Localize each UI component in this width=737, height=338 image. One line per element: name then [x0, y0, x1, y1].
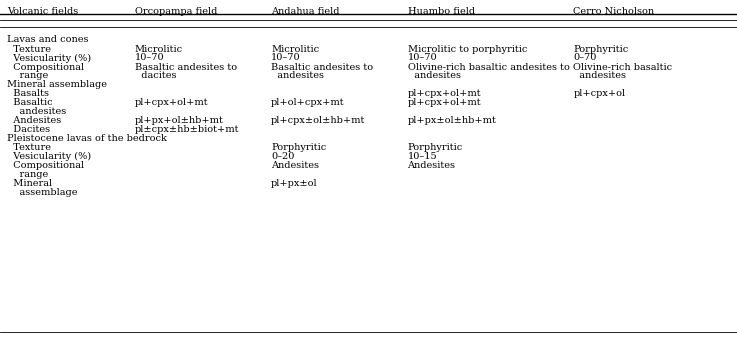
Text: Andesites: Andesites [7, 116, 62, 125]
Text: Mineral: Mineral [7, 179, 52, 188]
Text: Basalts: Basalts [7, 89, 49, 98]
Text: Olivine-rich basaltic: Olivine-rich basaltic [573, 63, 672, 72]
Text: pl+ol+cpx+mt: pl+ol+cpx+mt [271, 98, 345, 107]
Text: Orcopampa field: Orcopampa field [135, 7, 217, 17]
Text: 0–20: 0–20 [271, 152, 295, 161]
Text: Vesicularity (%): Vesicularity (%) [7, 53, 91, 63]
Text: Cerro Nicholson: Cerro Nicholson [573, 7, 654, 17]
Text: pl+cpx+ol+mt: pl+cpx+ol+mt [408, 89, 481, 98]
Text: Andesites: Andesites [271, 161, 319, 170]
Text: andesites: andesites [271, 71, 324, 80]
Text: Olivine-rich basaltic andesites to: Olivine-rich basaltic andesites to [408, 63, 570, 72]
Text: Andahua field: Andahua field [271, 7, 340, 17]
Text: pl±cpx±hb±biot+mt: pl±cpx±hb±biot+mt [135, 125, 240, 134]
Text: 10–70: 10–70 [135, 53, 164, 63]
Text: Pleistocene lavas of the bedrock: Pleistocene lavas of the bedrock [7, 134, 167, 143]
Text: Volcanic fields: Volcanic fields [7, 7, 79, 17]
Text: range: range [7, 71, 49, 80]
Text: range: range [7, 170, 49, 179]
Text: Texture: Texture [7, 143, 52, 152]
Text: Vesicularity (%): Vesicularity (%) [7, 152, 91, 161]
Text: dacites: dacites [135, 71, 176, 80]
Text: Porphyritic: Porphyritic [271, 143, 326, 152]
Text: Microlitic: Microlitic [135, 45, 183, 54]
Text: Texture: Texture [7, 45, 52, 54]
Text: Basaltic: Basaltic [7, 98, 53, 107]
Text: Porphyritic: Porphyritic [573, 45, 629, 54]
Text: pl+px±ol: pl+px±ol [271, 179, 318, 188]
Text: 10–15: 10–15 [408, 152, 437, 161]
Text: Microlitic to porphyritic: Microlitic to porphyritic [408, 45, 527, 54]
Text: andesites: andesites [7, 107, 66, 116]
Text: pl+cpx+ol+mt: pl+cpx+ol+mt [135, 98, 209, 107]
Text: Compositional: Compositional [7, 161, 85, 170]
Text: pl+cpx+ol: pl+cpx+ol [573, 89, 626, 98]
Text: andesites: andesites [573, 71, 626, 80]
Text: Porphyritic: Porphyritic [408, 143, 463, 152]
Text: Basaltic andesites to: Basaltic andesites to [271, 63, 374, 72]
Text: pl+px+ol±hb+mt: pl+px+ol±hb+mt [135, 116, 224, 125]
Text: 10–70: 10–70 [271, 53, 301, 63]
Text: Compositional: Compositional [7, 63, 85, 72]
Text: assemblage: assemblage [7, 188, 78, 197]
Text: Dacites: Dacites [7, 125, 51, 134]
Text: Andesites: Andesites [408, 161, 455, 170]
Text: 0–70: 0–70 [573, 53, 597, 63]
Text: Basaltic andesites to: Basaltic andesites to [135, 63, 237, 72]
Text: pl+px±ol±hb+mt: pl+px±ol±hb+mt [408, 116, 497, 125]
Text: Huambo field: Huambo field [408, 7, 475, 17]
Text: andesites: andesites [408, 71, 461, 80]
Text: Microlitic: Microlitic [271, 45, 319, 54]
Text: pl+cpx+ol+mt: pl+cpx+ol+mt [408, 98, 481, 107]
Text: 10–70: 10–70 [408, 53, 437, 63]
Text: Mineral assemblage: Mineral assemblage [7, 80, 108, 90]
Text: Lavas and cones: Lavas and cones [7, 35, 89, 45]
Text: pl+cpx±ol±hb+mt: pl+cpx±ol±hb+mt [271, 116, 366, 125]
